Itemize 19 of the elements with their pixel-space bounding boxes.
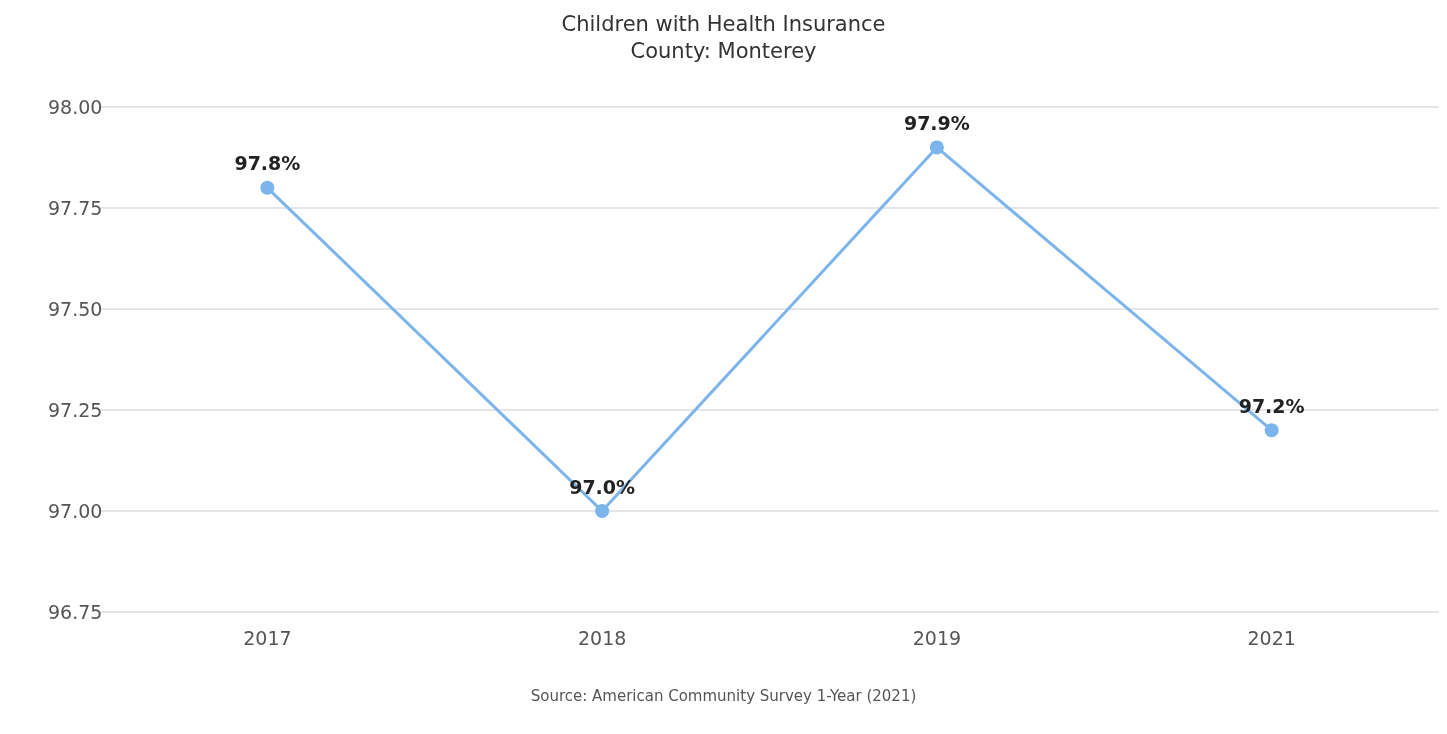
point: [595, 504, 610, 518]
y-tick-label: 97.75: [48, 197, 103, 219]
point: [260, 180, 275, 195]
y-tick-label: 97.25: [48, 399, 103, 421]
chart-title: Children with Health Insurance: [561, 11, 886, 36]
y-tick-label: 96.75: [48, 601, 103, 623]
chart-subtitle: County: Monterey: [630, 38, 817, 63]
x-tick-label: 2018: [577, 626, 627, 649]
y-tick-label: 98.00: [48, 96, 103, 118]
source-note: Source: American Community Survey 1-Year (2021): [530, 686, 917, 705]
data-label: 97.8%: [234, 152, 301, 175]
y-tick-label: 97.00: [48, 500, 103, 522]
data-label: 97.9%: [903, 111, 970, 134]
point: [1264, 423, 1279, 438]
x-tick-label: 2017: [243, 626, 292, 649]
y-tick-label: 97.50: [48, 298, 103, 320]
point: [929, 140, 944, 155]
x-tick-label: 2019: [912, 626, 962, 649]
x-tick-label: 2021: [1247, 626, 1296, 649]
